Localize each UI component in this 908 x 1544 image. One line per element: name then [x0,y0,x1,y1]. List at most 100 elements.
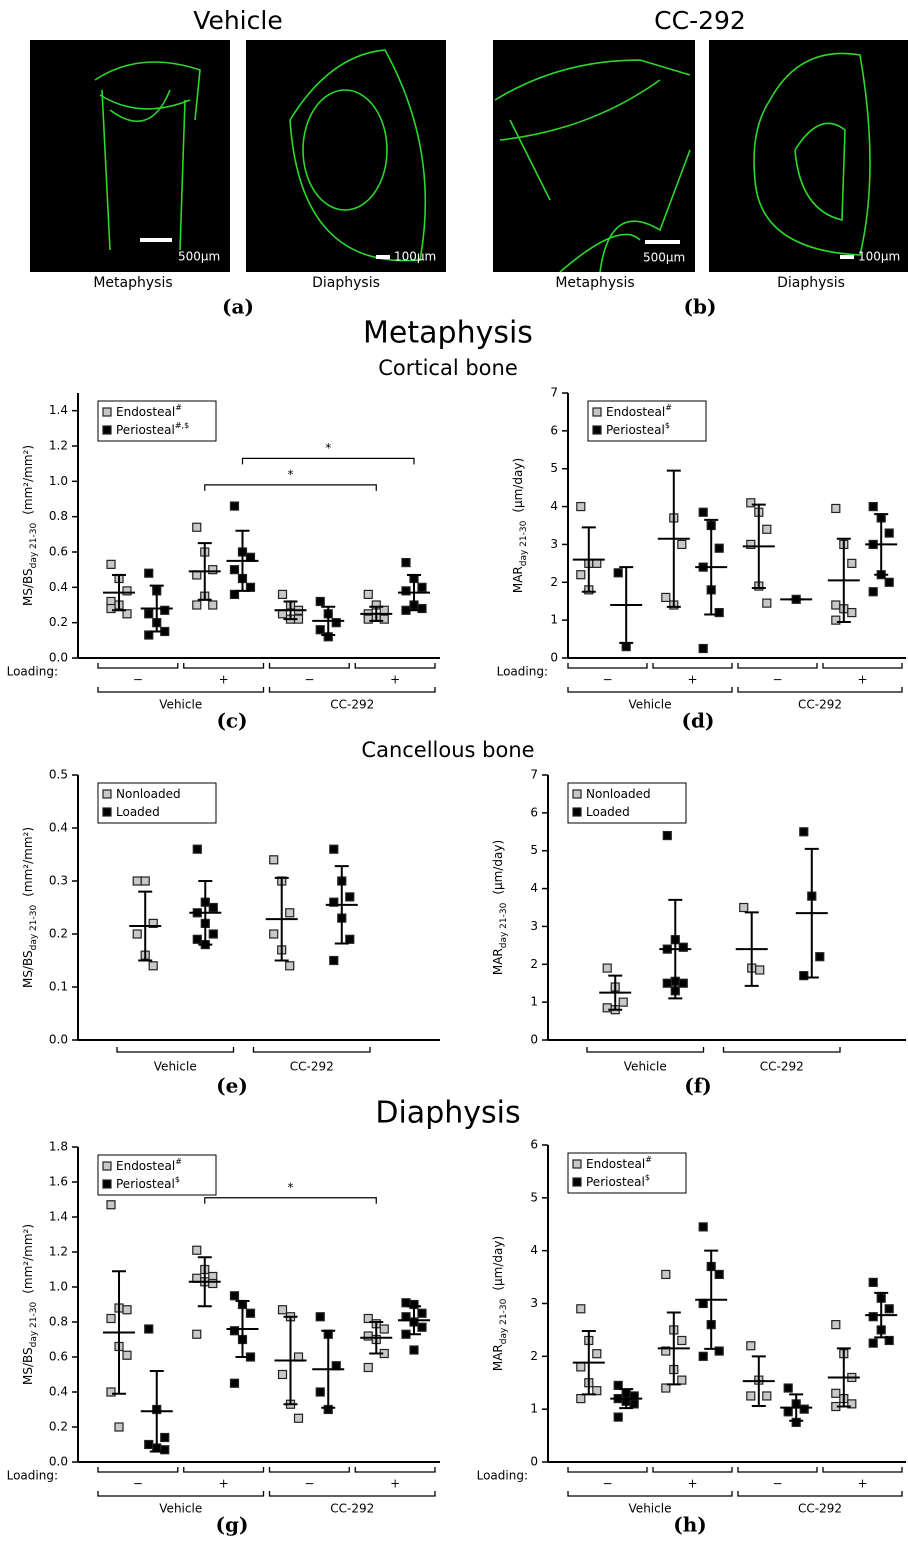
data-point [662,978,672,988]
y-tick-label: 0.2 [49,615,68,629]
legend-label: Loaded [586,805,630,819]
data-point [602,963,612,973]
y-tick-label: 3 [530,919,538,933]
legend-name: Loaded [586,805,630,819]
data-point [868,501,878,512]
data-point [868,1312,878,1322]
panel-label: (d) [682,709,715,733]
category-bracket [97,1467,179,1473]
sd-bar [836,1347,851,1408]
data-point [122,1305,132,1315]
x-tick-label: + [857,673,867,687]
sd-bar [112,1270,127,1395]
y-tick-label: 0.0 [49,1455,68,1469]
y-label-unit: (mm²/mm²) [21,827,35,897]
legend-sup: # [645,1155,652,1164]
data-point [592,1349,602,1359]
data-point [678,942,688,952]
scale-label: 500µm [178,250,220,264]
data-point [847,1399,857,1409]
data-point [714,1269,724,1280]
data-point [678,978,688,988]
sd-bar [149,584,164,633]
sd-bar [149,1370,164,1453]
y-tick-label: 0 [550,651,558,665]
y-label-main: MAR [491,1344,505,1371]
panel-label: (e) [216,1074,248,1098]
legend-name: Periosteal [606,423,665,437]
y-label-sub: day 21-30 [499,1298,509,1344]
image-detail [289,49,427,262]
x-tick-label: − [772,1477,782,1491]
group-bracket [97,687,265,693]
data-point [401,557,411,568]
data-point [229,1291,240,1301]
category-bracket [567,1467,648,1473]
image-detail [94,61,201,251]
category-bracket [652,1467,733,1473]
sd-bar [274,876,289,962]
image-detail [494,59,691,273]
data-point [746,498,756,508]
category-bracket [822,663,903,669]
y-tick-label: 0.8 [49,1315,68,1329]
data-point [122,609,132,619]
y-tick-label: 0.0 [49,651,68,665]
data-point [329,897,339,907]
category-bracket [268,663,350,669]
legend-label: Periosteal$ [586,1173,650,1189]
data-point [417,582,427,592]
image-caption: Metaphysis [555,275,634,291]
legend-marker [102,1179,112,1189]
category-bracket [822,1467,903,1473]
y-tick-label: 4 [550,499,558,513]
y-tick-label: 0 [530,1033,538,1047]
data-point [799,827,809,837]
x-tick-label: − [304,1477,314,1491]
sd-bar [406,1305,421,1336]
data-point [762,598,772,608]
data-point [783,1383,793,1393]
data-point [363,589,373,600]
group-label: Vehicle [159,1502,202,1516]
x-tick-label: + [390,1477,400,1491]
data-point [417,603,427,614]
y-tick-label: 2 [550,575,558,589]
sd-bar [836,537,851,624]
sd-bar [704,518,719,616]
category-bracket [354,663,436,669]
data-point [576,501,586,512]
legend-label: Periosteal#,$ [116,421,189,437]
category-bracket [354,1467,436,1473]
data-point [192,1329,202,1339]
y-label-main: MS/BS [21,568,35,606]
image-caption: Diaphysis [777,275,845,291]
legend-box [587,400,707,442]
y-tick-label: 0.2 [49,927,68,941]
data-point [746,1391,756,1401]
data-point [208,929,218,939]
category-bracket [268,1467,350,1473]
data-point [799,971,809,981]
y-tick-label: 0.6 [49,545,68,559]
legend-label: Periosteal$ [606,421,670,437]
legend-box [97,400,217,442]
data-point [417,1308,427,1318]
y-tick-label: 6 [530,1138,538,1152]
sd-bar [369,1321,384,1355]
data-point [884,1335,894,1346]
data-point [208,1278,218,1289]
data-point [762,524,772,534]
sd-bar [666,1311,681,1386]
y-tick-label: 5 [530,843,538,857]
y-label-sub: day 21-30 [29,905,39,951]
data-point [576,1362,586,1372]
data-point [269,929,279,939]
image-cc292-diaphysis [709,40,908,272]
x-tick-label: − [133,673,143,687]
category-bracket [737,1467,818,1473]
y-tick-label: 6 [550,423,558,437]
data-point [277,589,288,600]
legend-label: Endosteal# [586,1155,652,1171]
x-tick-label: − [772,673,782,687]
